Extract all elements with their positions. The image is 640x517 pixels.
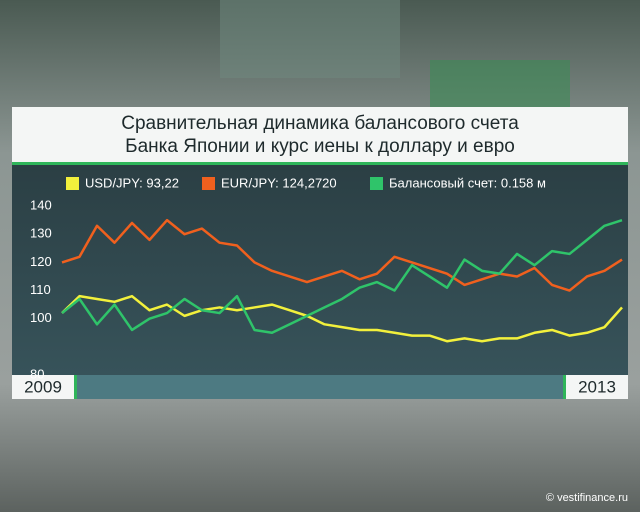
y-tick-label: 100 bbox=[30, 310, 52, 325]
year-box bbox=[12, 375, 74, 399]
y-tick-label: 80 bbox=[30, 366, 44, 381]
y-tick-label: 130 bbox=[30, 226, 52, 241]
source: © vestifinance.ru bbox=[546, 492, 628, 504]
legend-label: EUR/JPY: 124,2720 bbox=[221, 175, 337, 190]
legend-swatch bbox=[202, 177, 215, 190]
chart-title: Сравнительная динамика балансового счета bbox=[121, 113, 519, 134]
y-tick-label: 120 bbox=[30, 254, 52, 269]
y-tick-label: 110 bbox=[30, 282, 51, 297]
plot-panel bbox=[12, 165, 628, 375]
divider bbox=[563, 375, 566, 399]
series-line bbox=[61, 294, 623, 343]
year-box bbox=[566, 375, 628, 399]
y-tick-label: 140 bbox=[30, 198, 52, 213]
divider bbox=[74, 375, 77, 399]
background-panel bbox=[430, 60, 570, 110]
chart-title: Банка Японии и курс иены к доллару и евр… bbox=[125, 136, 515, 157]
divider bbox=[12, 162, 628, 165]
x-axis-bar bbox=[12, 375, 628, 399]
legend-swatch bbox=[66, 177, 79, 190]
series-line bbox=[61, 218, 623, 335]
legend-label: USD/JPY: 93,22 bbox=[85, 175, 179, 190]
x-tick-label: 2013 bbox=[578, 377, 616, 396]
title-panel bbox=[12, 107, 628, 163]
background-panel bbox=[220, 0, 400, 78]
legend-swatch bbox=[370, 177, 383, 190]
x-tick-label: 2009 bbox=[24, 377, 62, 396]
legend-label: Балансовый счет: 0.158 м bbox=[389, 175, 546, 190]
series-line bbox=[61, 218, 623, 292]
